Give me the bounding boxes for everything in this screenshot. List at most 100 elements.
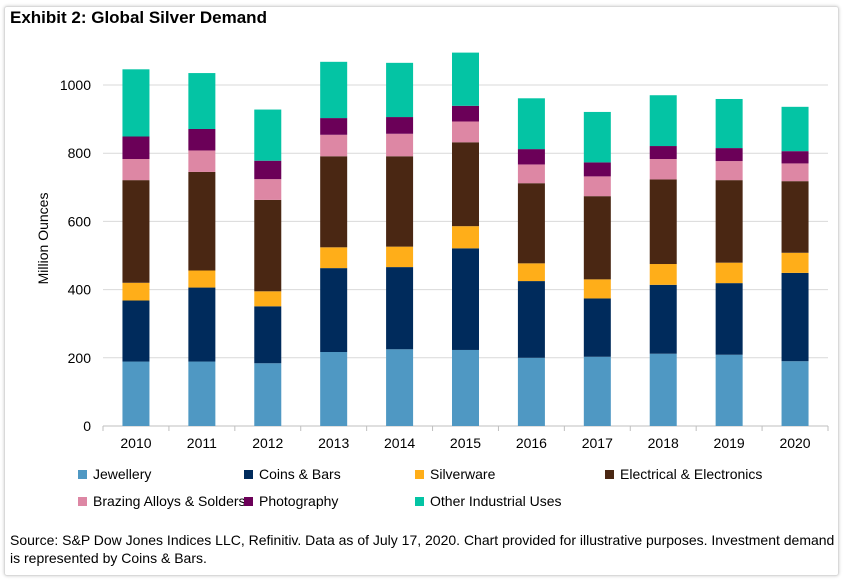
bar-segment-coins-bars — [715, 283, 743, 355]
x-tick-label: 2014 — [384, 435, 415, 451]
legend-label: Silverware — [430, 466, 496, 482]
bar-segment-coins-bars — [517, 281, 545, 358]
x-tick-label: 2016 — [516, 435, 547, 451]
legend-swatch — [244, 469, 253, 479]
legend-label: Electrical & Electronics — [620, 466, 763, 482]
bar-segment-electrical-electronics — [386, 156, 414, 247]
bar-segment-electrical-electronics — [583, 196, 611, 280]
bar-segment-other-industrial-uses — [122, 69, 150, 137]
legend-item: Other Industrial Uses — [415, 493, 562, 509]
bar-segment-brazing-alloys-solders — [517, 164, 545, 184]
chart-title: Exhibit 2: Global Silver Demand — [10, 8, 267, 27]
bar-segment-other-industrial-uses — [583, 111, 611, 163]
bar-segment-jewellery — [649, 353, 677, 426]
x-tick-label: 2018 — [648, 435, 679, 451]
bar-segment-brazing-alloys-solders — [188, 150, 216, 172]
legend-label: Photography — [259, 493, 339, 509]
bar-segment-photography — [517, 149, 545, 165]
legend-swatch — [415, 469, 424, 479]
legend-label: Other Industrial Uses — [430, 493, 562, 509]
bar-segment-photography — [583, 162, 611, 177]
bar-segment-photography — [649, 146, 677, 159]
bar-segment-jewellery — [517, 357, 545, 426]
bar-segment-photography — [254, 160, 282, 180]
legend-label: Coins & Bars — [259, 466, 341, 482]
x-tick-label: 2010 — [120, 435, 151, 451]
bar-segment-jewellery — [188, 361, 216, 426]
legend-label: Brazing Alloys & Solders — [93, 493, 246, 509]
bar-segment-coins-bars — [188, 287, 216, 362]
bar-segment-silverware — [649, 264, 677, 285]
bar-segment-photography — [320, 118, 348, 135]
bar-segment-coins-bars — [320, 268, 348, 353]
bar-segment-other-industrial-uses — [781, 106, 809, 152]
y-tick-label: 0 — [83, 418, 91, 434]
stacked-bar-chart: 0 200 400 600 800 1000 Million Ounces 2010 2011 2… — [35, 52, 829, 451]
x-tick-label: 2012 — [252, 435, 283, 451]
legend-item: Silverware — [415, 466, 495, 482]
legend-swatch — [415, 496, 424, 506]
bar-segment-electrical-electronics — [517, 183, 545, 264]
bar-segment-coins-bars — [254, 306, 282, 364]
legend-item: Coins & Bars — [244, 466, 341, 482]
bar-segment-jewellery — [386, 349, 414, 426]
bar-segment-other-industrial-uses — [452, 52, 479, 106]
bar-segment-photography — [122, 136, 150, 159]
bar-segment-brazing-alloys-solders — [122, 158, 150, 181]
legend-label: Jewellery — [93, 466, 152, 482]
x-tick-label: 2013 — [318, 435, 349, 451]
legend-swatch — [244, 496, 253, 506]
bar-segment-electrical-electronics — [781, 181, 809, 253]
bar-segment-jewellery — [452, 349, 479, 426]
bar-segment-electrical-electronics — [320, 156, 348, 248]
bar-segment-electrical-electronics — [649, 179, 677, 265]
bar-segment-coins-bars — [649, 284, 677, 354]
bar-segment-electrical-electronics — [122, 180, 150, 283]
bar-segment-photography — [386, 117, 414, 134]
bar-segment-silverware — [781, 252, 809, 273]
x-tick-label: 2011 — [187, 435, 217, 451]
bar-segment-silverware — [517, 263, 545, 282]
bar-segment-coins-bars — [583, 298, 611, 357]
bar-segment-silverware — [583, 279, 611, 299]
source-note: Source: S&P Dow Jones Indices LLC, Refin… — [10, 532, 835, 566]
legend-item: Jewellery — [78, 466, 151, 482]
bar-segment-other-industrial-uses — [320, 61, 348, 119]
bar-segment-jewellery — [122, 361, 150, 426]
bar-segment-brazing-alloys-solders — [386, 133, 414, 157]
bar-segment-electrical-electronics — [188, 171, 216, 271]
bar-segment-silverware — [386, 246, 414, 268]
bar-segment-silverware — [188, 270, 216, 288]
bar-segment-coins-bars — [386, 267, 414, 350]
legend-swatch — [78, 469, 87, 479]
bar-segment-jewellery — [320, 352, 348, 426]
y-axis-label: Million Ounces — [35, 193, 51, 285]
y-tick-label: 400 — [68, 282, 92, 298]
legend-swatch — [78, 496, 87, 506]
bar-segment-electrical-electronics — [452, 142, 479, 227]
bar-segment-brazing-alloys-solders — [781, 163, 809, 182]
y-tick-label: 600 — [68, 213, 92, 229]
bar-segment-brazing-alloys-solders — [320, 134, 348, 157]
y-tick-label: 200 — [68, 350, 92, 366]
bar-segment-brazing-alloys-solders — [649, 158, 677, 180]
chart-frame — [4, 6, 839, 576]
legend-item: Photography — [244, 493, 338, 509]
bar-segment-brazing-alloys-solders — [254, 179, 282, 200]
x-tick-label: 2017 — [582, 435, 613, 451]
y-tick-label: 800 — [68, 145, 92, 161]
bar-segment-photography — [188, 128, 216, 151]
bar-segment-jewellery — [254, 363, 282, 426]
bar-segment-brazing-alloys-solders — [583, 176, 611, 197]
x-tick-label: 2015 — [450, 435, 481, 451]
bar-segment-electrical-electronics — [715, 180, 743, 263]
bar-segment-photography — [715, 148, 743, 162]
bar-segment-brazing-alloys-solders — [452, 121, 479, 143]
legend-item: Brazing Alloys & Solders — [78, 493, 246, 509]
bar-segment-electrical-electronics — [254, 199, 282, 292]
bar-segment-silverware — [122, 282, 150, 301]
y-tick-label: 1000 — [60, 77, 91, 93]
bar-segment-coins-bars — [122, 300, 150, 362]
bar-segment-photography — [781, 151, 809, 164]
bar-segment-other-industrial-uses — [188, 73, 216, 129]
